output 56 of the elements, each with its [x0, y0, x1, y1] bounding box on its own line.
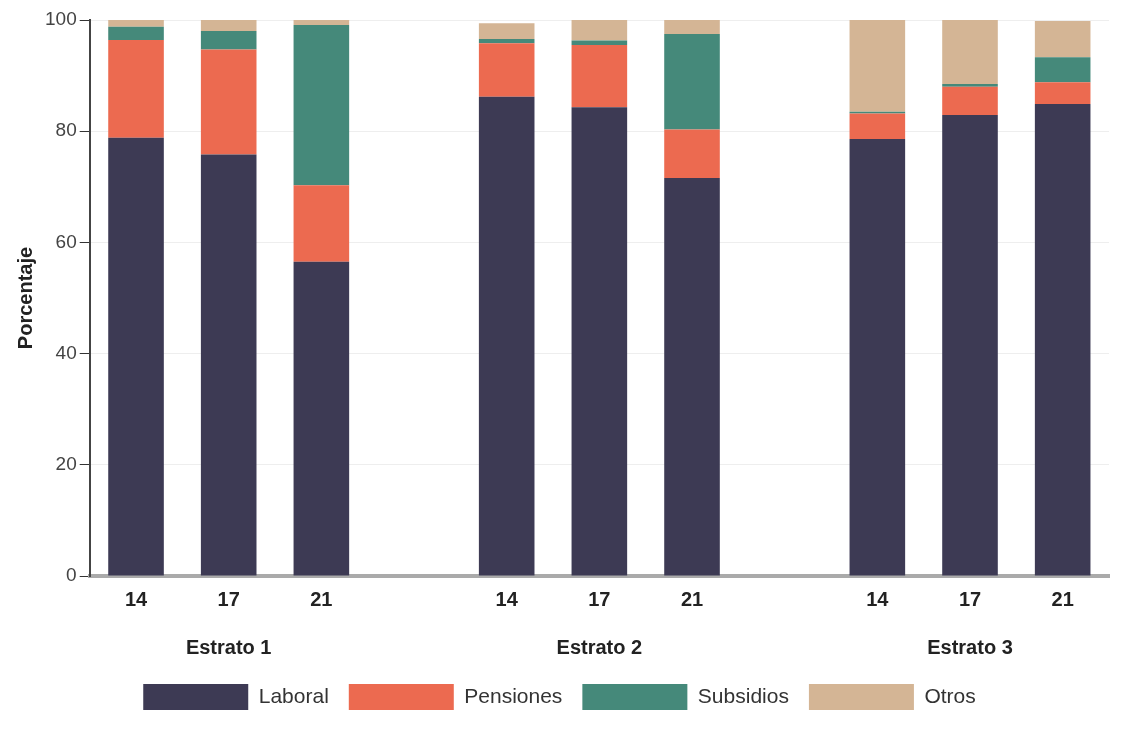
y-tick-label: 0	[66, 564, 77, 586]
x-tick-label: 14	[124, 587, 149, 610]
bar	[293, 25, 350, 186]
bar	[200, 31, 257, 50]
bar	[1034, 21, 1091, 58]
x-tick-label: 21	[310, 587, 333, 610]
bar	[571, 45, 628, 108]
legend-label: Otros	[924, 683, 976, 707]
bar	[1034, 103, 1091, 576]
y-tick-label: 60	[55, 230, 77, 252]
bar	[849, 113, 906, 139]
bar	[664, 129, 720, 178]
x-tick-label: 21	[680, 587, 704, 610]
y-tick-label: 20	[55, 453, 77, 475]
bar	[478, 23, 535, 39]
y-tick-label: 80	[55, 119, 77, 141]
text: Estrato 3	[927, 635, 1013, 658]
bar	[942, 20, 998, 84]
bar	[849, 138, 906, 576]
x-tick-label: 17	[217, 587, 240, 610]
bar	[478, 96, 535, 576]
x-tick-label: 17	[588, 587, 611, 610]
bar	[200, 154, 257, 576]
bar	[478, 43, 535, 97]
x-tick-label: 14	[866, 587, 890, 610]
bar	[108, 137, 164, 576]
bar	[942, 83, 998, 87]
y-tick-label: 40	[55, 341, 77, 363]
bar	[293, 20, 350, 25]
bar	[108, 40, 164, 138]
bar	[571, 107, 628, 576]
text: Estrato 1	[185, 635, 272, 658]
bar	[1034, 82, 1091, 104]
bar	[200, 49, 257, 155]
bar	[571, 20, 628, 41]
y-tick-label: 100	[45, 8, 77, 30]
text: Estrato 2	[556, 635, 643, 658]
x-tick-label: 14	[495, 587, 519, 610]
bar	[942, 86, 998, 116]
bar	[664, 20, 720, 34]
bar	[200, 20, 257, 32]
y-axis-title: Porcentaje	[13, 246, 36, 350]
bar	[664, 33, 720, 130]
x-tick-label: 17	[958, 587, 982, 610]
bar	[664, 177, 720, 576]
legend-label: Pensiones	[464, 683, 563, 707]
x-tick-label: 21	[1051, 587, 1074, 610]
legend-label: Laboral	[258, 683, 329, 707]
legend-label: Subsidios	[697, 683, 789, 707]
bar	[293, 261, 350, 576]
bar	[293, 185, 350, 262]
bar	[108, 20, 164, 27]
bar	[849, 20, 906, 112]
bar	[1034, 57, 1091, 83]
bar	[108, 26, 164, 41]
bar	[942, 115, 998, 576]
